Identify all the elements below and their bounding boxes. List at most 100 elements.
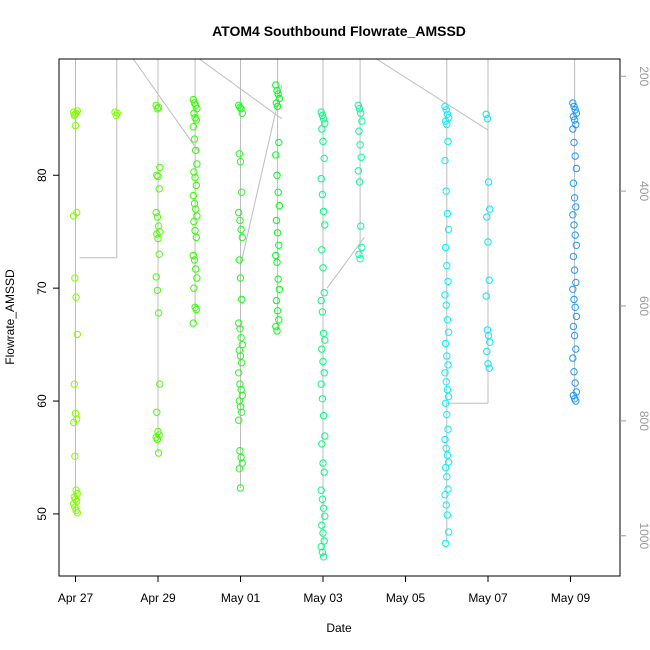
right-tick-label: 400 bbox=[637, 181, 650, 201]
data-point bbox=[441, 117, 450, 125]
x-tick-label: May 01 bbox=[221, 591, 261, 605]
data-point bbox=[236, 380, 244, 388]
data-point bbox=[189, 191, 198, 200]
data-point bbox=[238, 340, 247, 349]
data-point bbox=[235, 319, 243, 327]
data-point bbox=[571, 106, 579, 114]
data-point bbox=[72, 293, 80, 301]
data-point bbox=[153, 213, 162, 221]
data-point bbox=[235, 465, 244, 473]
data-point bbox=[190, 217, 198, 226]
data-point bbox=[189, 251, 198, 260]
data-point bbox=[441, 339, 450, 348]
data-point bbox=[153, 435, 162, 444]
data-point bbox=[441, 369, 449, 377]
right-tick-label: 1000 bbox=[637, 522, 650, 549]
data-point bbox=[152, 101, 160, 110]
data-point bbox=[321, 336, 329, 344]
data-point bbox=[321, 512, 329, 520]
data-point bbox=[354, 101, 362, 110]
data-point bbox=[319, 115, 328, 123]
data-point bbox=[154, 449, 163, 457]
data-point bbox=[318, 308, 327, 316]
data-point bbox=[444, 528, 453, 536]
data-point bbox=[320, 289, 328, 297]
data-point bbox=[482, 292, 490, 300]
data-point bbox=[569, 99, 577, 107]
data-point bbox=[238, 359, 246, 367]
data-point bbox=[571, 231, 579, 239]
data-point bbox=[237, 225, 245, 234]
data-point bbox=[442, 378, 450, 386]
data-point bbox=[572, 345, 580, 353]
data-point bbox=[570, 368, 578, 376]
data-point bbox=[192, 181, 201, 190]
connector-line-2 bbox=[132, 58, 200, 153]
data-point bbox=[273, 307, 282, 315]
data-point bbox=[571, 379, 579, 387]
data-point bbox=[273, 86, 281, 95]
data-point bbox=[484, 178, 493, 186]
data-point bbox=[236, 447, 244, 455]
data-point bbox=[318, 111, 327, 120]
data-point bbox=[273, 171, 281, 180]
data-point bbox=[272, 99, 281, 107]
data-point bbox=[355, 250, 363, 259]
data-point bbox=[570, 295, 578, 304]
y-axis-label: Flowrate_AMSSD bbox=[3, 269, 17, 365]
data-point bbox=[357, 109, 365, 117]
data-point bbox=[70, 111, 79, 120]
data-point bbox=[273, 258, 281, 266]
data-point bbox=[190, 109, 198, 117]
data-point bbox=[274, 275, 282, 283]
data-point bbox=[444, 137, 452, 146]
data-point bbox=[153, 105, 162, 113]
data-point bbox=[189, 319, 198, 327]
data-point bbox=[482, 110, 490, 119]
data-point bbox=[443, 209, 452, 218]
data-point bbox=[443, 386, 452, 394]
x-tick-label: May 05 bbox=[386, 591, 426, 605]
data-point bbox=[193, 160, 201, 168]
x-axis: Apr 27 Apr 29 May 01 May 03 May 05 May 07 May … bbox=[58, 576, 590, 605]
data-point bbox=[320, 154, 328, 163]
x-tick-label: May 07 bbox=[468, 591, 508, 605]
y-axis: 50 60 70 80 bbox=[35, 168, 59, 521]
data-point bbox=[569, 112, 578, 121]
data-point bbox=[444, 277, 452, 286]
data-point bbox=[190, 199, 199, 208]
data-point bbox=[191, 173, 199, 182]
data-point bbox=[444, 361, 452, 369]
right-axis: 200 400 600 800 1000 bbox=[620, 66, 650, 549]
data-point bbox=[570, 116, 579, 124]
data-point bbox=[571, 152, 579, 160]
data-point bbox=[272, 296, 281, 305]
data-point bbox=[443, 473, 451, 481]
data-point bbox=[190, 168, 198, 176]
data-point bbox=[236, 216, 244, 225]
data-point bbox=[358, 117, 366, 125]
data-point bbox=[320, 369, 328, 377]
data-point bbox=[570, 102, 578, 111]
data-point bbox=[275, 241, 283, 250]
data-point bbox=[190, 256, 199, 264]
data-point bbox=[569, 252, 578, 261]
data-point bbox=[190, 284, 198, 292]
data-point bbox=[320, 537, 328, 545]
data-point bbox=[73, 509, 82, 517]
data-point bbox=[569, 354, 577, 362]
data-point bbox=[442, 501, 450, 509]
data-point bbox=[443, 451, 452, 459]
data-point bbox=[156, 163, 164, 172]
data-point bbox=[319, 412, 328, 420]
data-point bbox=[569, 125, 577, 133]
data-point bbox=[237, 334, 245, 342]
data-point bbox=[273, 327, 281, 335]
data-point bbox=[318, 495, 327, 503]
data-point bbox=[152, 273, 160, 281]
connector-line-3 bbox=[199, 58, 283, 120]
data-point bbox=[443, 410, 451, 419]
data-point bbox=[71, 274, 79, 282]
data-point bbox=[237, 453, 245, 462]
connector-line-4 bbox=[240, 84, 283, 266]
